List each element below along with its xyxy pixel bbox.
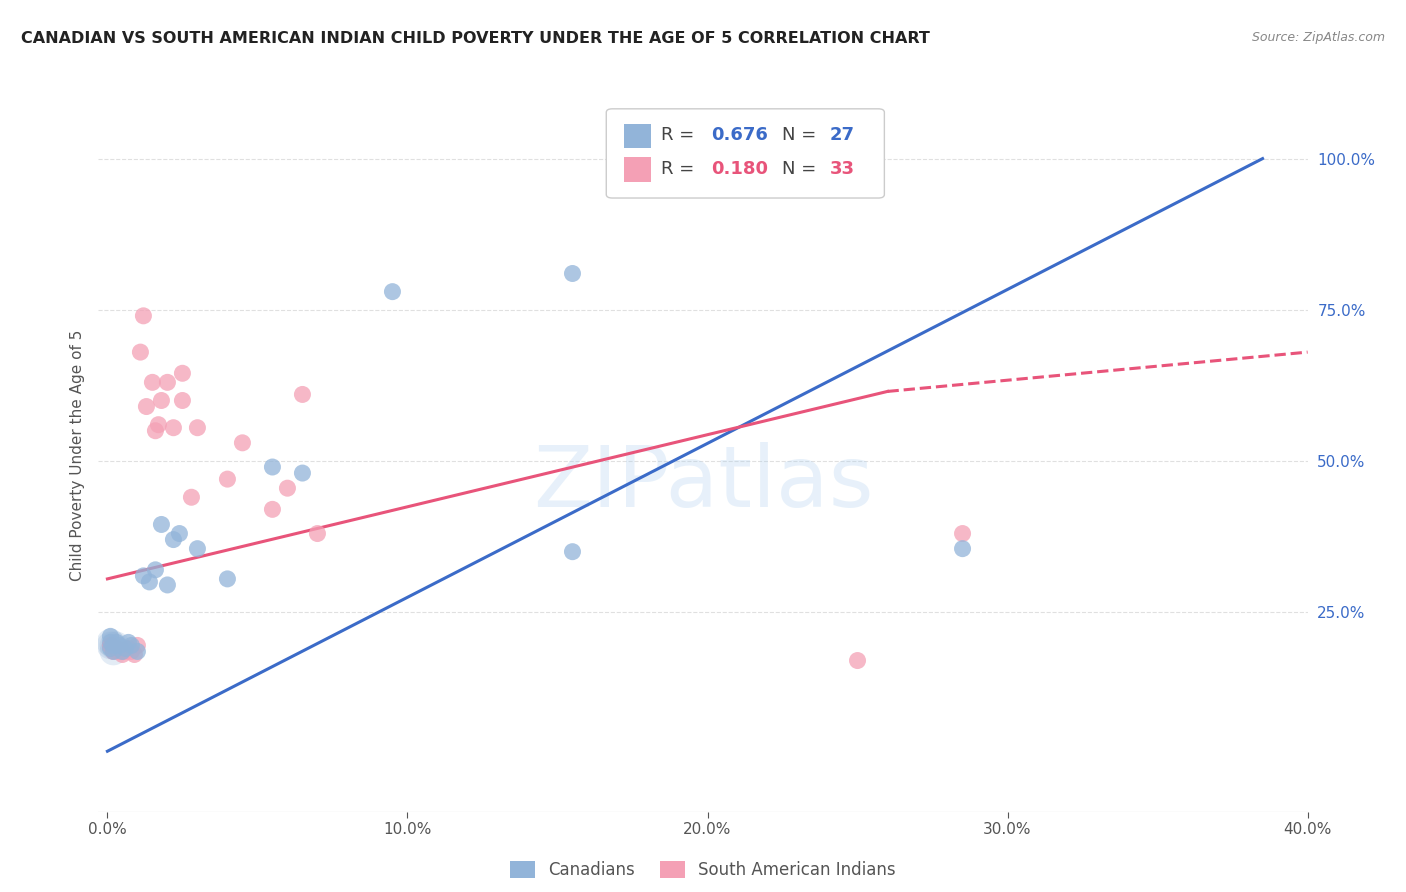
Point [103, 644, 125, 658]
Point [127, 639, 149, 653]
Point [156, 376, 179, 390]
Point [172, 393, 194, 408]
Point [100, 635, 122, 649]
Point [127, 644, 149, 658]
Text: 0.180: 0.180 [711, 161, 769, 178]
Point [231, 435, 253, 450]
Point [100, 639, 122, 653]
Point [307, 526, 329, 541]
Point [100, 635, 122, 649]
Text: R =: R = [661, 161, 700, 178]
Point [129, 345, 152, 359]
Point [145, 563, 167, 577]
Point [169, 526, 191, 541]
Point [291, 466, 314, 480]
Text: N =: N = [782, 127, 821, 145]
Point [100, 641, 122, 656]
Point [103, 639, 125, 653]
Legend: Canadians, South American Indians: Canadians, South American Indians [503, 854, 903, 886]
Point [952, 526, 974, 541]
Point [276, 481, 298, 495]
Point [120, 639, 142, 653]
Point [561, 544, 583, 558]
Point [100, 639, 122, 653]
Point [180, 490, 202, 504]
Point [148, 417, 170, 432]
Point [186, 420, 208, 434]
Point [135, 400, 157, 414]
Point [117, 641, 139, 656]
Point [262, 502, 284, 516]
Point [846, 654, 869, 668]
Text: 33: 33 [830, 161, 855, 178]
Point [100, 639, 122, 653]
Point [186, 541, 208, 556]
Bar [624, 124, 651, 148]
Y-axis label: Child Poverty Under the Age of 5: Child Poverty Under the Age of 5 [69, 329, 84, 581]
Point [381, 285, 404, 299]
Point [150, 393, 173, 408]
Text: 0.676: 0.676 [711, 127, 768, 145]
Text: 27: 27 [830, 127, 855, 145]
Point [114, 641, 136, 656]
Point [952, 541, 974, 556]
Point [103, 644, 125, 658]
Point [111, 644, 134, 658]
Point [103, 639, 125, 653]
Point [117, 635, 139, 649]
Point [217, 572, 239, 586]
Point [108, 644, 131, 658]
Text: Source: ZipAtlas.com: Source: ZipAtlas.com [1251, 31, 1385, 45]
Point [162, 420, 184, 434]
Point [291, 387, 314, 401]
Point [145, 424, 167, 438]
Point [103, 644, 125, 658]
Point [561, 267, 583, 281]
Text: R =: R = [661, 127, 700, 145]
Bar [624, 157, 651, 182]
Point [138, 574, 160, 589]
Text: CANADIAN VS SOUTH AMERICAN INDIAN CHILD POVERTY UNDER THE AGE OF 5 CORRELATION C: CANADIAN VS SOUTH AMERICAN INDIAN CHILD … [21, 31, 929, 46]
Point [172, 366, 194, 380]
Point [141, 376, 163, 390]
Point [105, 641, 128, 656]
Point [217, 472, 239, 486]
Point [132, 569, 155, 583]
Point [162, 533, 184, 547]
Point [124, 648, 146, 662]
Point [114, 644, 136, 658]
Text: N =: N = [782, 161, 821, 178]
Point [262, 460, 284, 475]
Point [111, 648, 134, 662]
Point [108, 639, 131, 653]
Point [105, 635, 128, 649]
Point [132, 309, 155, 323]
Point [156, 578, 179, 592]
Point [105, 639, 128, 653]
Point [150, 517, 173, 532]
Point [100, 629, 122, 643]
FancyBboxPatch shape [606, 109, 884, 198]
Text: ZIPatlas: ZIPatlas [533, 442, 873, 525]
Point [111, 644, 134, 658]
Point [120, 644, 142, 658]
